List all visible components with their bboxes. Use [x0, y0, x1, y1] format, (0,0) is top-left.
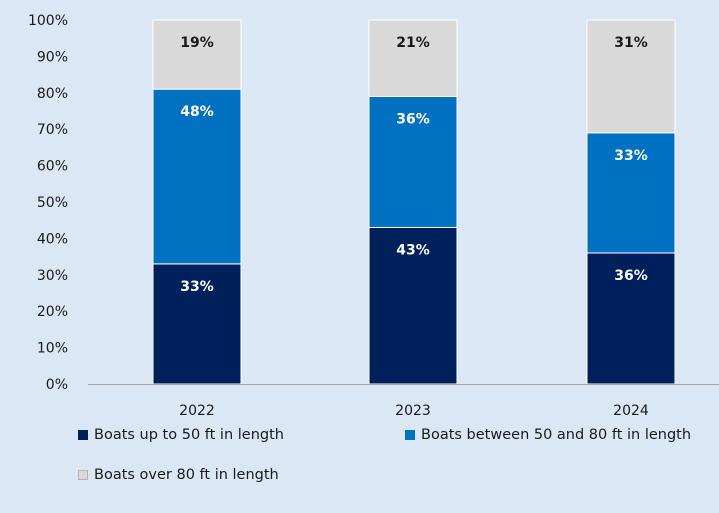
y-tick-label: 60%: [37, 159, 68, 175]
legend-label-boats-50-to-80: Boats between 50 and 80 ft in length: [421, 427, 692, 443]
bar-segment: [152, 88, 242, 265]
legend-swatch-boats-50-to-80: [405, 430, 415, 440]
data-label: 33%: [180, 279, 214, 295]
bar-segment: [368, 95, 458, 228]
data-label: 31%: [614, 35, 648, 51]
y-tick-label: 90%: [37, 49, 68, 65]
data-label: 19%: [180, 35, 214, 51]
x-category-label: 2022: [179, 403, 215, 419]
x-category-label: 2024: [613, 403, 649, 419]
y-tick-label: 70%: [37, 122, 68, 138]
y-tick-label: 0%: [46, 377, 68, 393]
bar-segment: [368, 226, 458, 385]
legend-item-boats-over-80: Boats over 80 ft in length: [78, 467, 279, 483]
y-tick-label: 10%: [37, 341, 68, 357]
data-label: 33%: [614, 148, 648, 164]
legend-label-boats-over-80: Boats over 80 ft in length: [94, 467, 279, 483]
legend-item-boats-50-to-80: Boats between 50 and 80 ft in length: [405, 427, 691, 443]
legend-swatch-boats-up-to-50: [78, 430, 88, 440]
legend-swatch-boats-over-80: [78, 470, 88, 480]
bar-segment: [368, 19, 458, 97]
bar-segment: [586, 132, 676, 254]
y-tick-label: 20%: [37, 304, 68, 320]
y-tick-label: 80%: [37, 86, 68, 102]
data-label: 43%: [396, 242, 430, 258]
x-category-label: 2023: [395, 403, 431, 419]
legend-item-boats-up-to-50: Boats up to 50 ft in length: [78, 427, 284, 443]
y-tick-label: 40%: [37, 231, 68, 247]
data-label: 21%: [396, 35, 430, 51]
bar-segment: [586, 19, 676, 134]
data-label: 48%: [180, 104, 214, 120]
data-label: 36%: [614, 268, 648, 284]
bar-segment: [152, 19, 242, 90]
y-tick-label: 100%: [28, 13, 68, 29]
y-tick-label: 30%: [37, 268, 68, 284]
bar-segment: [586, 252, 676, 385]
y-tick-label: 50%: [37, 195, 68, 211]
bar-segment: [152, 263, 242, 385]
data-label: 36%: [396, 111, 430, 127]
legend-label-boats-up-to-50: Boats up to 50 ft in length: [94, 427, 284, 443]
